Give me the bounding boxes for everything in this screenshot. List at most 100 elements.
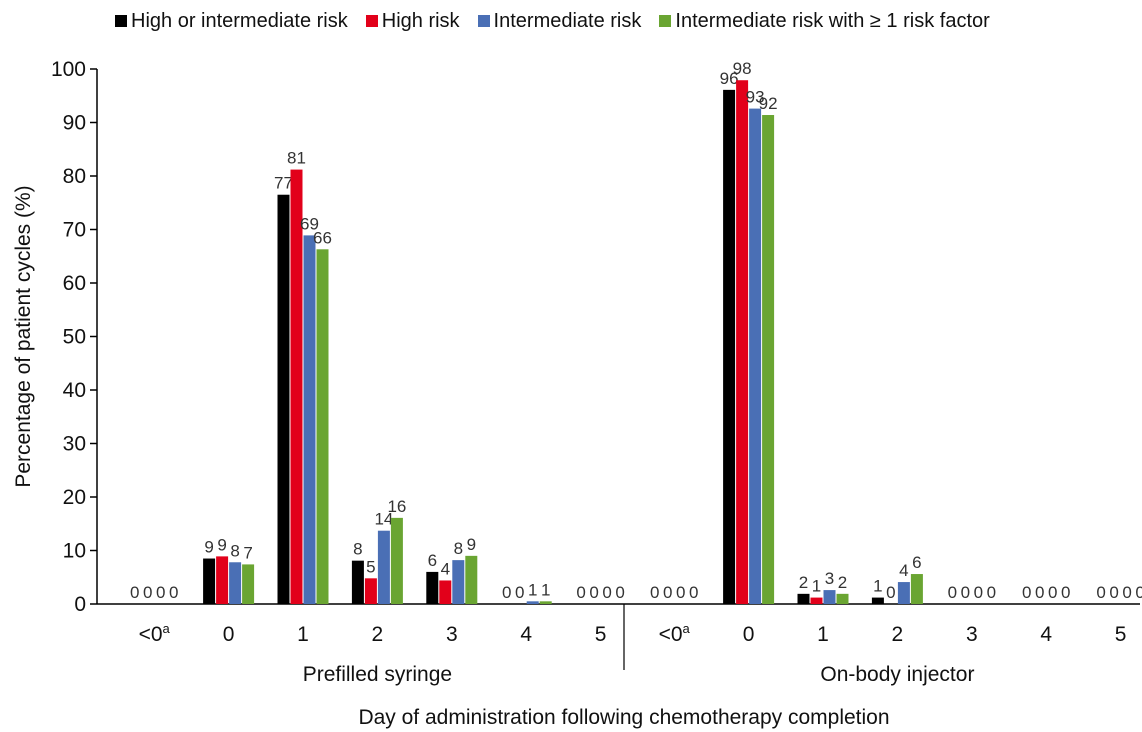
data-label: 5 <box>366 557 375 576</box>
x-tick-label: 5 <box>1115 623 1127 646</box>
bar <box>303 235 316 604</box>
y-tick-label: 90 <box>63 112 86 135</box>
x-tick-label: 1 <box>817 623 829 646</box>
x-tick-label: 4 <box>520 623 532 646</box>
y-tick-label: 30 <box>63 433 86 456</box>
data-label: 4 <box>899 561 908 580</box>
y-tick-label: 80 <box>63 165 86 188</box>
bar <box>216 556 229 604</box>
data-label: 0 <box>615 583 624 602</box>
data-label: 6 <box>912 553 921 572</box>
data-label: 6 <box>428 551 437 570</box>
bar <box>836 593 849 604</box>
data-label: 0 <box>602 583 611 602</box>
data-label: 7 <box>243 543 252 562</box>
bar <box>277 194 290 604</box>
legend-swatch-2 <box>477 15 490 27</box>
bar <box>377 530 390 604</box>
x-tick-label: 1 <box>297 623 309 646</box>
x-tick-label: 2 <box>372 623 384 646</box>
data-label: 0 <box>156 583 165 602</box>
data-label: 1 <box>873 577 882 596</box>
bar <box>452 560 465 604</box>
x-tick-label: <0a <box>139 621 171 646</box>
bar <box>229 562 242 604</box>
data-label: 0 <box>1122 583 1131 602</box>
x-tick-label: 3 <box>446 623 458 646</box>
bar <box>910 574 923 604</box>
bar <box>242 564 255 604</box>
bar <box>526 601 539 604</box>
data-label: 2 <box>838 573 847 592</box>
data-label: 0 <box>948 583 957 602</box>
y-tick-label: 100 <box>51 58 86 81</box>
data-label: 0 <box>886 583 895 602</box>
legend-label-0: High or intermediate risk <box>131 9 348 32</box>
data-label: 14 <box>374 510 393 529</box>
data-label: 0 <box>987 583 996 602</box>
bar <box>897 582 910 604</box>
data-label: 0 <box>663 583 672 602</box>
legend-item-2: Intermediate risk <box>477 9 642 33</box>
y-tick-label: 20 <box>63 486 86 509</box>
data-label: 8 <box>230 541 239 560</box>
data-label: 98 <box>733 59 752 78</box>
group-label: Prefilled syringe <box>303 663 452 686</box>
data-label: 66 <box>313 228 332 247</box>
legend-label-2: Intermediate risk <box>493 9 642 32</box>
data-label: 0 <box>676 583 685 602</box>
legend-swatch-0 <box>115 15 127 27</box>
data-label: 0 <box>589 583 598 602</box>
data-label: 9 <box>467 535 476 554</box>
data-label: 0 <box>1061 583 1070 602</box>
bar <box>439 580 452 604</box>
legend: High or intermediate risk High risk Inte… <box>0 4 990 38</box>
bar <box>465 555 478 604</box>
x-tick-label: 3 <box>966 623 978 646</box>
legend-item-1: High risk <box>365 9 460 33</box>
data-label: 0 <box>515 583 524 602</box>
group-label: On-body injector <box>820 663 974 686</box>
data-label: 8 <box>353 540 362 559</box>
bar <box>797 593 810 604</box>
bar <box>539 601 552 604</box>
bar <box>736 80 749 605</box>
legend-label-1: High risk <box>381 9 460 32</box>
data-label: 0 <box>1096 583 1105 602</box>
y-tick-label: 60 <box>63 272 86 295</box>
bar <box>290 169 303 604</box>
data-label: 0 <box>1109 583 1118 602</box>
data-label: 4 <box>441 559 450 578</box>
data-label: 1 <box>812 577 821 596</box>
y-tick-label: 40 <box>63 379 86 402</box>
y-tick-label: 50 <box>63 326 86 349</box>
data-label: 3 <box>825 569 834 588</box>
x-tick-label: 2 <box>892 623 904 646</box>
data-label: 93 <box>746 88 765 107</box>
bar <box>316 249 329 605</box>
legend-item-3: Intermediate risk with ≥ 1 risk factor <box>659 10 990 33</box>
data-label: 1 <box>541 580 550 599</box>
x-tick-label: 5 <box>595 623 607 646</box>
data-label: 0 <box>1135 583 1142 602</box>
data-label: 0 <box>502 583 511 602</box>
data-label: 2 <box>799 573 808 592</box>
data-label: 92 <box>759 94 778 113</box>
bar <box>364 578 377 604</box>
data-label: 16 <box>387 497 406 516</box>
data-label: 0 <box>650 583 659 602</box>
data-label: 0 <box>143 583 152 602</box>
x-tick-label: 4 <box>1040 623 1052 646</box>
bar <box>810 597 823 604</box>
data-label: 81 <box>287 149 306 168</box>
bar <box>823 590 836 604</box>
x-tick-label: <0a <box>659 621 691 646</box>
data-label: 0 <box>689 583 698 602</box>
data-label: 0 <box>169 583 178 602</box>
data-label: 0 <box>974 583 983 602</box>
data-label: 69 <box>300 214 319 233</box>
legend-swatch-3 <box>659 15 672 27</box>
